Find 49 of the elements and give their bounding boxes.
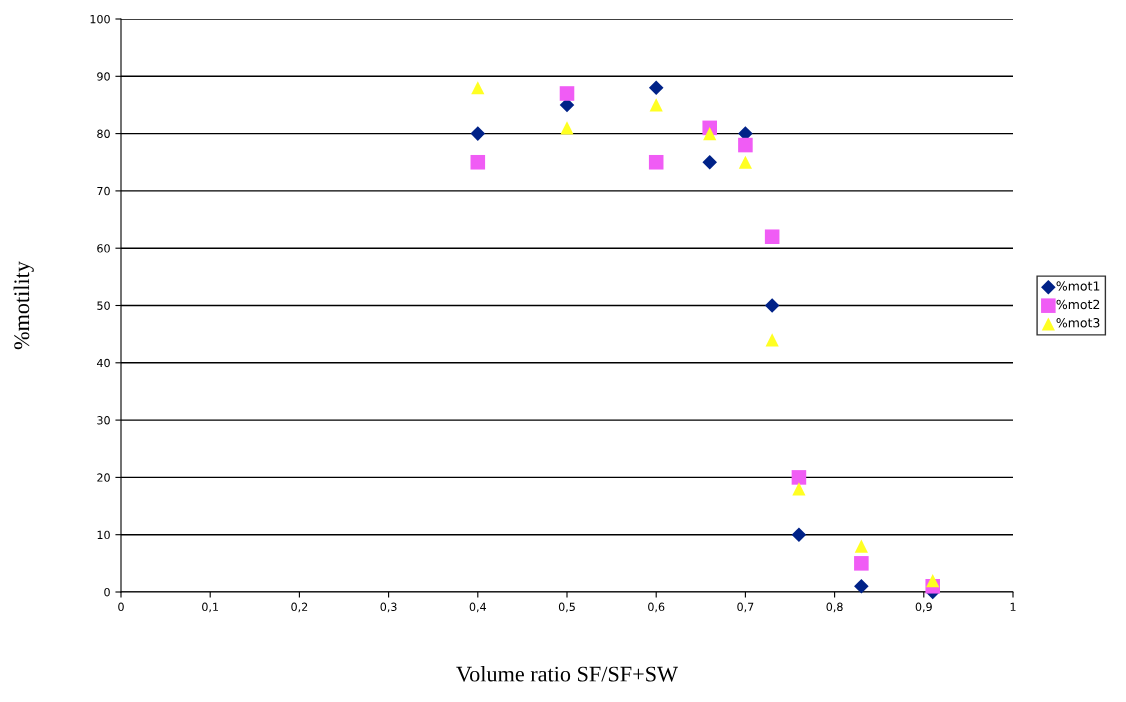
legend-label: %mot1 (1056, 281, 1100, 291)
x-axis-title: Volume ratio SF/SF+SW (456, 665, 678, 682)
y-tick-label: 0 (104, 587, 110, 597)
point (791, 470, 807, 485)
point (559, 86, 575, 101)
point (470, 154, 486, 170)
point (791, 527, 807, 542)
point (926, 573, 940, 588)
point (471, 81, 485, 95)
x-tick-label: 1 (1010, 602, 1016, 611)
point (854, 578, 869, 594)
point (648, 154, 664, 170)
y-axis-title: %motility (13, 261, 34, 350)
x-tick-label: 0,5 (558, 602, 575, 613)
y-tick-label: 40 (96, 358, 110, 368)
y-tick-label: 10 (97, 530, 110, 540)
y-tick-label: 20 (97, 473, 110, 482)
x-tick-label: 0,8 (826, 602, 843, 613)
x-tick-label: 0,3 (380, 602, 397, 613)
point (738, 137, 753, 153)
point (649, 98, 663, 112)
x-tick-label: 0,6 (648, 602, 665, 613)
point (764, 229, 780, 245)
x-tick-label: 0,1 (202, 602, 219, 613)
y-tick-label: 70 (97, 186, 110, 196)
y-tick-label: 30 (97, 416, 110, 425)
point (560, 121, 574, 135)
point (702, 154, 717, 170)
y-tick-label: 90 (97, 72, 110, 81)
x-tick-label: 0 (118, 602, 124, 612)
y-tick-label: 100 (90, 14, 110, 24)
point (792, 482, 806, 496)
point (470, 126, 486, 141)
x-tick-label: 0,4 (469, 602, 487, 613)
x-tick-label: 0,2 (291, 602, 308, 613)
point (854, 539, 868, 553)
y-tick-label: 60 (97, 244, 110, 253)
point (703, 127, 717, 141)
point (738, 155, 752, 169)
legend-label: %mot2 (1056, 299, 1100, 310)
x-tick-label: 0,7 (737, 602, 754, 613)
y-tick-label: 80 (97, 129, 110, 138)
legend-label: %mot3 (1056, 318, 1100, 328)
y-tick-label: 50 (97, 301, 110, 310)
point (854, 556, 869, 571)
x-tick-label: 0,9 (915, 602, 932, 613)
point (764, 298, 780, 313)
point (648, 80, 664, 96)
point (765, 333, 779, 347)
